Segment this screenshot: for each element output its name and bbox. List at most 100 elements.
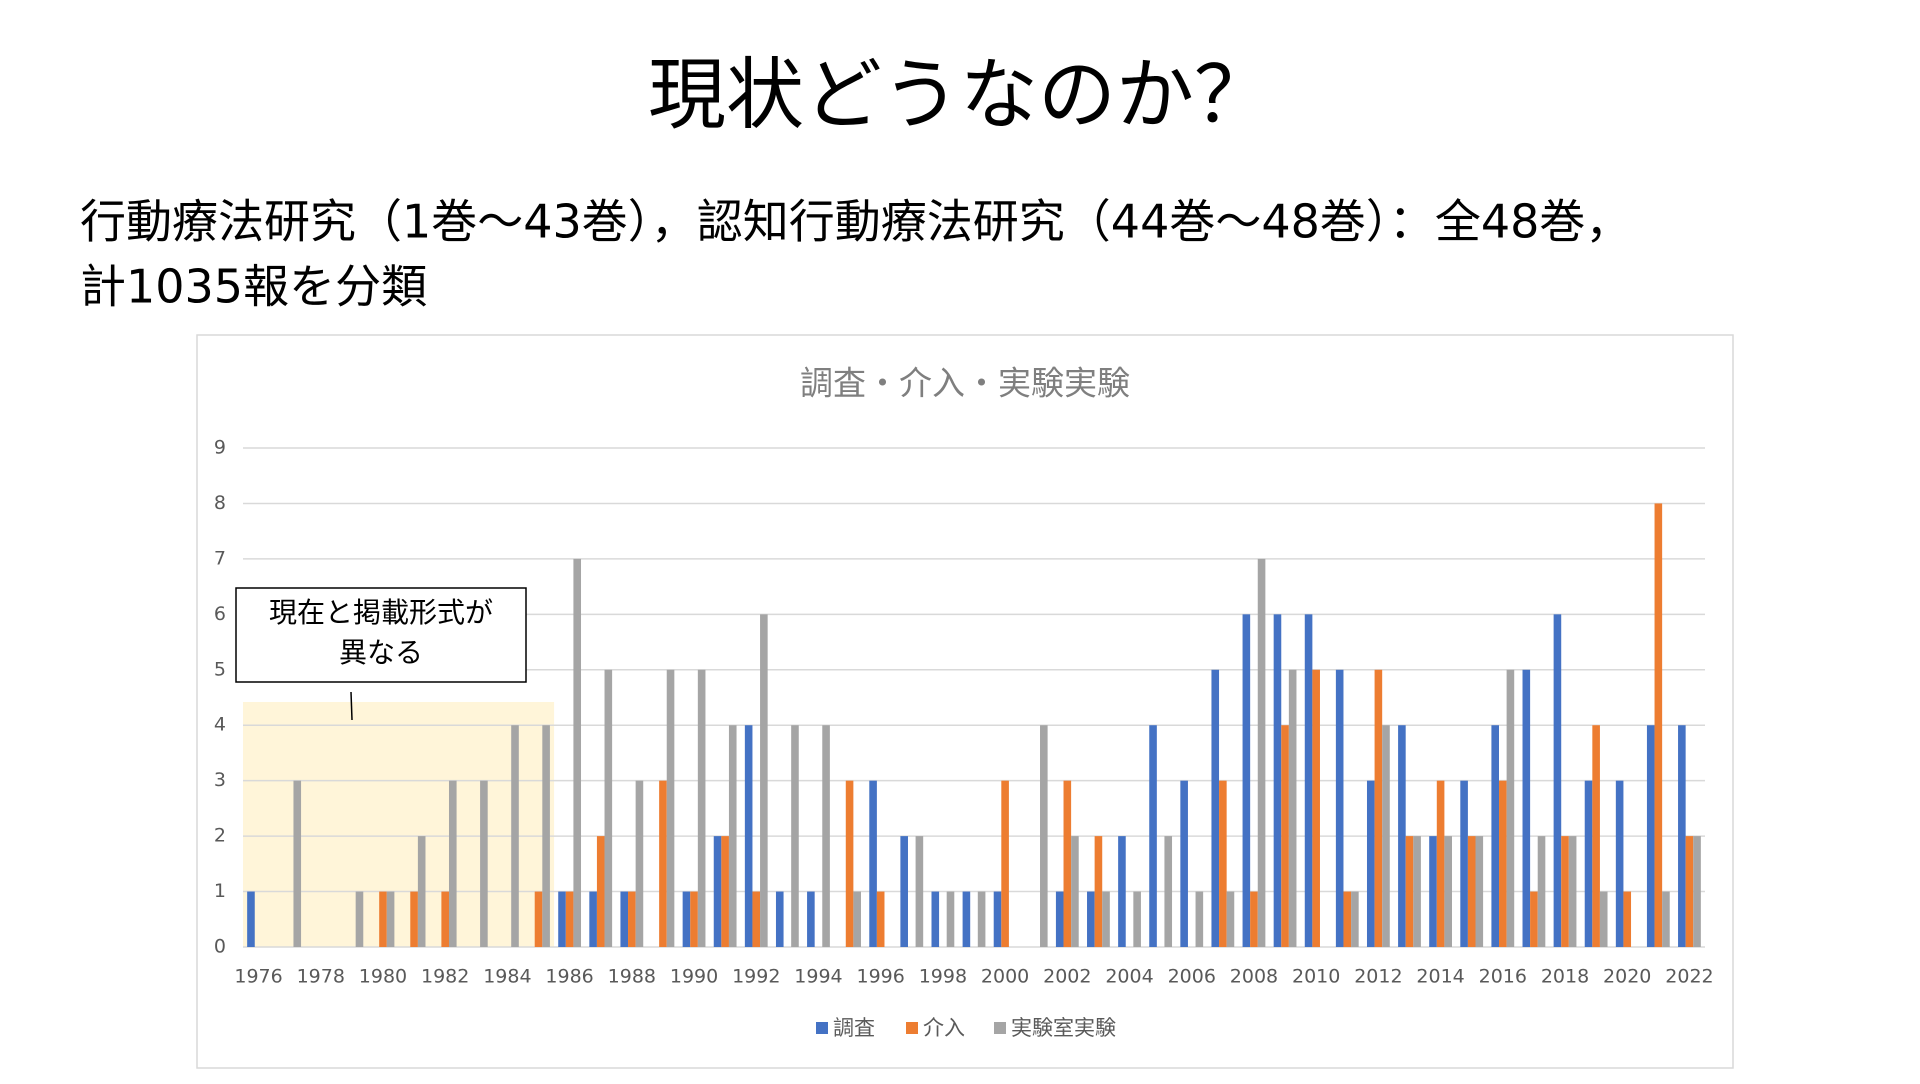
slide-title: 現状どうなのか？ bbox=[648, 50, 1272, 140]
y-tick-label: 4 bbox=[214, 714, 226, 736]
bar bbox=[1623, 891, 1632, 947]
chart-frame bbox=[196, 334, 1734, 1069]
bar bbox=[1242, 614, 1251, 947]
annotation: 現在と掲載形式が bbox=[269, 596, 493, 629]
legend-label: 実験室実験 bbox=[1011, 1016, 1116, 1040]
bar bbox=[697, 669, 706, 947]
bar bbox=[1288, 669, 1297, 947]
bar bbox=[1211, 669, 1220, 947]
y-tick-label: 7 bbox=[214, 547, 226, 569]
bar bbox=[1133, 891, 1141, 947]
bar bbox=[1685, 836, 1694, 947]
subtitle: 行動療法研究（1巻～43巻），認知行動療法研究（44巻～48巻）：全48巻， bbox=[80, 195, 1631, 249]
bar bbox=[1678, 725, 1686, 947]
x-tick-label: 1994 bbox=[794, 966, 842, 988]
bar bbox=[1180, 780, 1188, 947]
bar bbox=[807, 891, 815, 947]
bar bbox=[666, 669, 675, 947]
bar bbox=[1164, 836, 1173, 947]
bar bbox=[604, 669, 613, 947]
bar bbox=[573, 558, 582, 947]
bar bbox=[441, 891, 449, 947]
bar bbox=[1040, 725, 1048, 947]
bar bbox=[1398, 725, 1406, 947]
bar bbox=[1413, 836, 1421, 947]
bar bbox=[728, 725, 737, 947]
bar bbox=[744, 725, 753, 947]
bar bbox=[1219, 780, 1227, 947]
x-tick-label: 1980 bbox=[359, 966, 407, 988]
bar bbox=[1087, 891, 1095, 947]
bar bbox=[915, 836, 924, 947]
bar bbox=[869, 780, 877, 947]
y-tick-label: 5 bbox=[214, 658, 226, 680]
bar bbox=[1094, 836, 1103, 947]
bar bbox=[1460, 780, 1468, 947]
y-tick-label: 0 bbox=[214, 936, 226, 958]
legend-swatch bbox=[816, 1022, 828, 1034]
bar bbox=[946, 891, 955, 947]
bar bbox=[845, 780, 854, 947]
bar bbox=[977, 891, 986, 947]
bar bbox=[853, 891, 861, 947]
bar bbox=[565, 891, 574, 947]
x-tick-label: 1982 bbox=[421, 966, 469, 988]
x-tick-label: 1992 bbox=[732, 966, 780, 988]
bar bbox=[1553, 614, 1562, 947]
annotation: 異なる bbox=[339, 636, 423, 669]
x-tick-label: 2006 bbox=[1168, 966, 1216, 988]
y-tick-label: 1 bbox=[214, 880, 226, 902]
bar bbox=[417, 836, 426, 947]
bar bbox=[690, 891, 698, 947]
x-tick-label: 1984 bbox=[483, 966, 531, 988]
bar bbox=[1467, 836, 1476, 947]
bar bbox=[760, 614, 768, 947]
bar bbox=[1273, 614, 1282, 947]
y-tick-label: 3 bbox=[214, 769, 226, 791]
x-tick-label: 2020 bbox=[1603, 966, 1651, 988]
bar bbox=[1149, 725, 1157, 947]
bar bbox=[1561, 836, 1569, 947]
x-tick-label: 2018 bbox=[1541, 966, 1589, 988]
bar bbox=[1382, 725, 1390, 947]
bar bbox=[379, 891, 387, 947]
bar bbox=[1118, 836, 1126, 947]
bar bbox=[355, 891, 364, 947]
bar bbox=[1537, 836, 1546, 947]
bar bbox=[682, 891, 691, 947]
bar bbox=[791, 725, 799, 947]
x-tick-label: 1998 bbox=[919, 966, 967, 988]
bar bbox=[721, 836, 729, 947]
bar bbox=[1063, 780, 1072, 947]
legend-swatch bbox=[906, 1022, 918, 1034]
x-tick-label: 2000 bbox=[981, 966, 1029, 988]
x-tick-label: 2010 bbox=[1292, 966, 1340, 988]
bar bbox=[1568, 836, 1577, 947]
x-tick-label: 1976 bbox=[234, 966, 282, 988]
bar bbox=[1312, 669, 1320, 947]
x-tick-label: 2002 bbox=[1043, 966, 1091, 988]
y-tick-label: 2 bbox=[214, 825, 226, 847]
bar bbox=[1584, 780, 1593, 947]
x-tick-label: 2012 bbox=[1354, 966, 1402, 988]
y-tick-label: 6 bbox=[214, 603, 226, 625]
bar bbox=[1592, 725, 1600, 947]
bar bbox=[1599, 891, 1608, 947]
annotation-pointer bbox=[350, 691, 353, 721]
bar bbox=[596, 836, 605, 947]
bar bbox=[589, 891, 597, 947]
bar bbox=[480, 780, 488, 947]
bar bbox=[713, 836, 722, 947]
x-tick-label: 2016 bbox=[1479, 966, 1527, 988]
x-tick-label: 2022 bbox=[1665, 966, 1713, 988]
bar bbox=[410, 891, 418, 947]
highlight-region bbox=[243, 702, 555, 947]
bar bbox=[1055, 891, 1064, 947]
bar bbox=[1693, 836, 1701, 947]
bar bbox=[1662, 891, 1670, 947]
bar bbox=[876, 891, 885, 947]
bar bbox=[558, 891, 566, 947]
bar bbox=[620, 891, 629, 947]
bar bbox=[1351, 891, 1359, 947]
annotation-box bbox=[235, 587, 527, 683]
